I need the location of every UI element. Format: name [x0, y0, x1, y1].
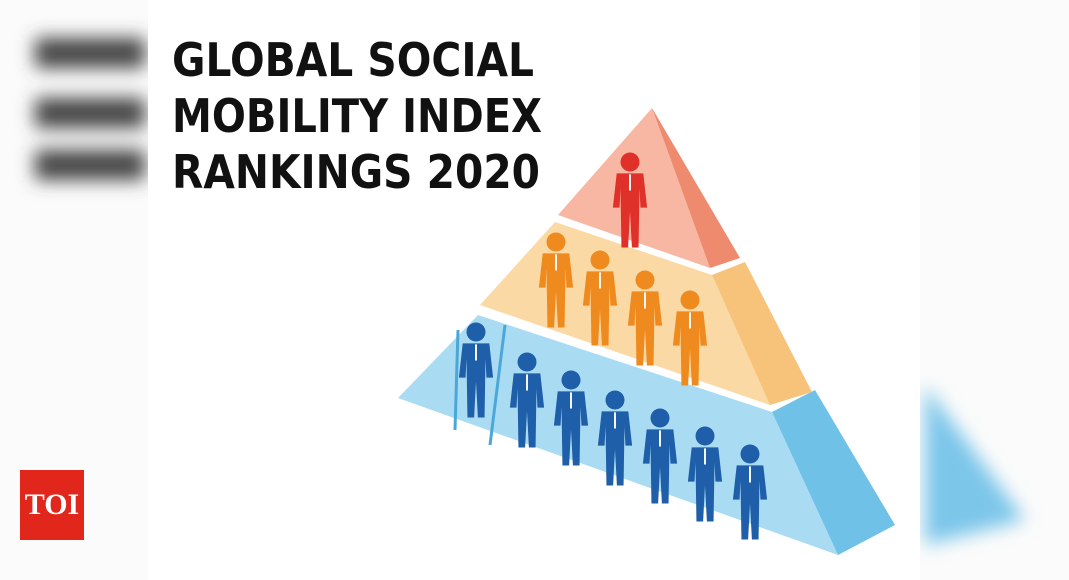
blurred-left: [35, 38, 145, 180]
person: [597, 390, 633, 486]
person-body: [612, 173, 648, 248]
title-line: MOBILITY INDEX: [172, 89, 542, 143]
person-body: [597, 411, 633, 486]
tier-bottom-side: [772, 390, 895, 555]
person-head: [466, 322, 486, 342]
person-body: [732, 465, 768, 540]
person: [672, 290, 708, 386]
person-body: [458, 343, 494, 418]
person: [687, 426, 723, 522]
person: [553, 370, 589, 466]
person-head: [561, 370, 581, 390]
person-body: [538, 253, 574, 328]
title-line: RANKINGS 2020: [172, 145, 540, 199]
person-body: [687, 447, 723, 522]
tier-middle-side: [712, 262, 812, 405]
person: [732, 444, 768, 540]
person: [642, 408, 678, 504]
person: [582, 250, 618, 346]
person-head: [740, 444, 760, 464]
person: [458, 322, 494, 418]
blurred-right: [925, 385, 1025, 545]
person-head: [517, 352, 537, 372]
person-body: [627, 291, 663, 366]
tier-top-side: [652, 108, 740, 268]
logo-box: [20, 470, 84, 540]
person-body: [642, 429, 678, 504]
title-line: GLOBAL SOCIAL: [172, 33, 534, 87]
person-head: [635, 270, 655, 290]
person-head: [546, 232, 566, 252]
person-head: [680, 290, 700, 310]
person-head: [695, 426, 715, 446]
ladder: [453, 324, 507, 446]
person: [538, 232, 574, 328]
person-body: [553, 391, 589, 466]
person-head: [590, 250, 610, 270]
person-body: [672, 311, 708, 386]
person: [509, 352, 545, 448]
person-body: [509, 373, 545, 448]
person-body: [582, 271, 618, 346]
person-head: [605, 390, 625, 410]
logo-text: TOI: [25, 488, 79, 521]
person-head: [650, 408, 670, 428]
pyramid: [398, 108, 895, 555]
person: [627, 270, 663, 366]
person: [612, 152, 648, 248]
person-head: [620, 152, 640, 172]
